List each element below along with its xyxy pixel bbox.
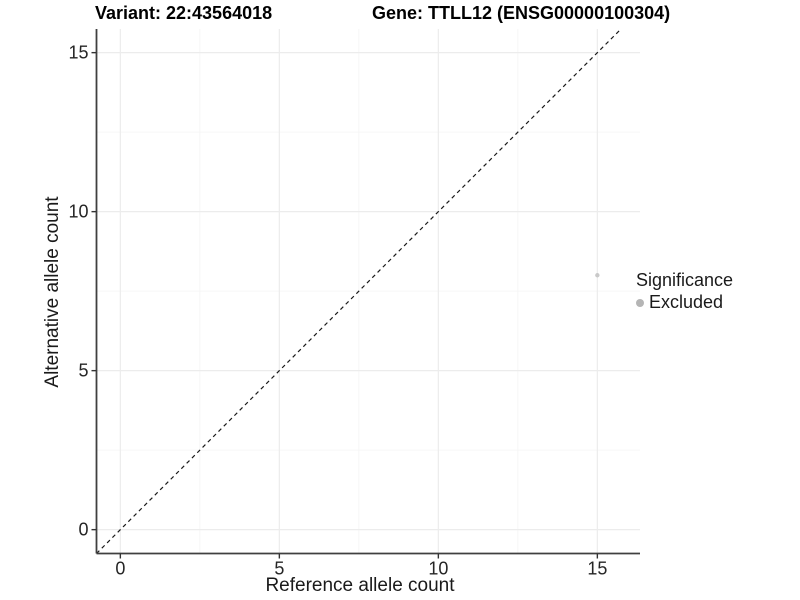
legend: Significance Excluded [636,270,733,313]
data-point [595,273,600,278]
x-tick-label: 5 [274,559,284,579]
legend-key-dot-icon [636,298,644,307]
y-tick-label: 0 [78,520,88,540]
x-tick-label: 15 [587,559,607,579]
y-tick-label: 5 [78,361,88,381]
legend-title: Significance [636,270,734,290]
legend-entry-label: Excluded [649,292,724,312]
y-tick-label: 15 [68,43,88,63]
x-tick-label: 10 [428,559,448,579]
plot-title-variant: Variant: 22:43564018 [95,3,273,23]
y-tick-label: 10 [68,202,88,222]
identity-dashed-line [96,28,622,554]
y-axis-title: Alternative allele count [42,196,63,388]
plot-title-gene: Gene: TTLL12 (ENSG00000100304) [372,3,671,23]
x-axis-title: Reference allele count [265,575,455,596]
x-tick-label: 0 [115,559,125,579]
legend-entry-excluded: Excluded [636,292,733,313]
